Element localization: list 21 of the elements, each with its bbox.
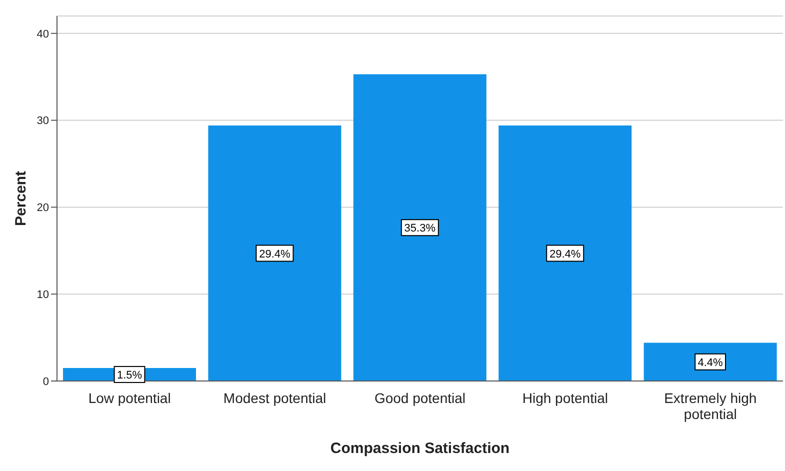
bar	[498, 126, 632, 381]
x-tick-label: Extremely high potential	[664, 390, 757, 422]
y-tick-label: 40	[36, 28, 49, 40]
data-label: 35.3%	[404, 222, 436, 235]
x-tick-label: Good potential	[374, 390, 466, 406]
data-label: 29.4%	[259, 248, 291, 260]
y-tick-label: 30	[36, 115, 49, 128]
data-label: 4.4%	[698, 356, 724, 369]
data-label: 29.4%	[550, 248, 581, 260]
y-tick-label: 0	[42, 376, 49, 388]
bar	[353, 74, 486, 381]
data-label: 1.5%	[116, 369, 142, 382]
y-tick-label: 10	[36, 289, 49, 301]
bar	[208, 126, 342, 381]
x-axis-title: Compassion Satisfaction	[330, 440, 510, 457]
x-tick-label: Modest potential	[223, 390, 326, 406]
x-tick-label: High potential	[522, 390, 608, 406]
y-axis-title: Percent	[12, 170, 30, 226]
x-tick-label: Low potential	[88, 390, 171, 406]
y-tick-label: 20	[36, 202, 49, 214]
bar	[644, 342, 777, 381]
